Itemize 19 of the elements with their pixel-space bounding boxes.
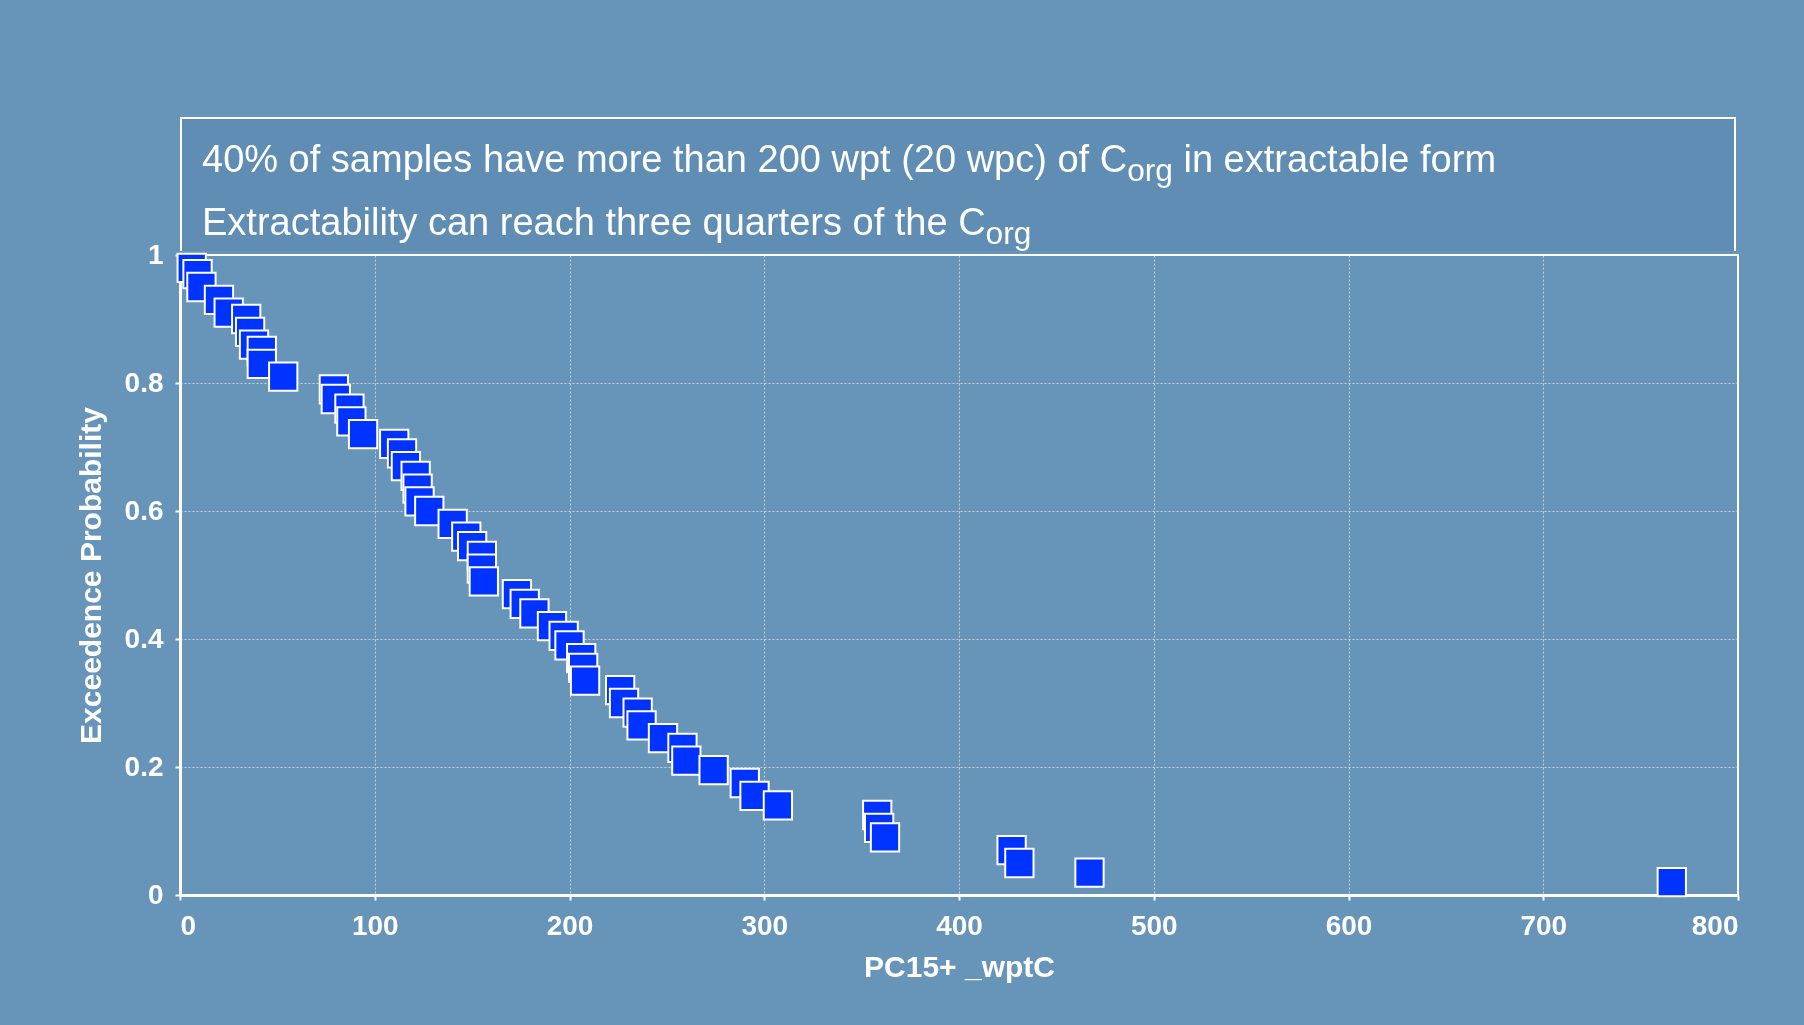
x-tick-label: 400: [936, 909, 983, 941]
y-tick-label: 0.8: [124, 366, 164, 398]
x-axis-title: PC15+ _wptC: [864, 949, 1055, 983]
y-tick-label: 0.2: [124, 750, 164, 782]
x-tick-label: 100: [351, 909, 399, 941]
chart-title: 40% of samples have more than 200 wpt (20 wpc) of C$_{org}$ in extractable form: [202, 137, 1498, 190]
x-tick-label: 300: [741, 909, 789, 941]
x-tick-label: 600: [1325, 909, 1373, 941]
y-tick-label: 1: [147, 238, 164, 270]
x-tick-label: 800: [1691, 909, 1739, 941]
x-tick-label: 700: [1520, 909, 1568, 941]
x-tick-label: 0: [180, 909, 197, 941]
x-tick-label: 500: [1130, 909, 1178, 941]
y-axis-title: Exceedence Probability: [73, 406, 107, 744]
y-tick-label: 0.6: [124, 494, 164, 526]
y-tick-label: 0: [147, 878, 164, 910]
chart-subtitle: Extractability can reach three quarters of the C$_{org}$: [202, 199, 1033, 253]
x-tick-label: 200: [546, 909, 594, 941]
y-tick-label: 0.4: [124, 622, 164, 654]
